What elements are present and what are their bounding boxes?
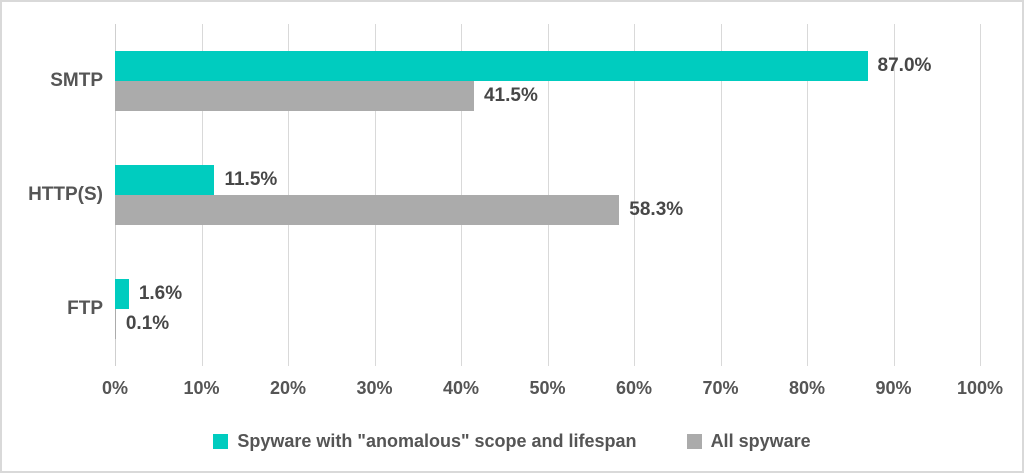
x-tick-label-50%: 50%	[529, 378, 566, 398]
legend-label: All spyware	[710, 430, 811, 451]
x-tick-label-90%: 90%	[875, 378, 912, 398]
data-label-smtp-spyware-with-anomalous-scope-and-lifespan: 87.0%	[877, 54, 932, 76]
gridline-70%	[720, 24, 722, 366]
x-tick-label-40%: 40%	[442, 378, 480, 398]
bar-http-s-spyware-with-anomalous-scope-and-lifespan	[115, 165, 215, 195]
bar-ftp-spyware-with-anomalous-scope-and-lifespan	[115, 279, 129, 309]
category-label-ftp: FTP	[67, 298, 103, 319]
x-tick-label-10%: 10%	[183, 378, 220, 398]
x-tick-label-60%: 60%	[615, 378, 653, 398]
plot-area: 87.0% 41.5% 11.5% 58.3% 1.6% 0.1%	[115, 24, 981, 366]
x-tick-label-100%: 100%	[956, 378, 1004, 398]
data-label-ftp-all-spyware: 0.1%	[125, 313, 170, 334]
gridline-80%	[807, 24, 808, 366]
bar-smtp-spyware-with-anomalous-scope-and-lifespan	[115, 50, 868, 81]
category-axis: SMTP HTTP(S) FTP	[2, 24, 103, 366]
legend-item-all-spyware: All spyware	[686, 430, 811, 452]
gridline-90%	[893, 24, 895, 366]
x-tick-label-20%: 20%	[269, 378, 307, 398]
bar-smtp-all-spyware	[115, 81, 474, 111]
x-tick-label-70%: 70%	[702, 378, 739, 398]
legend-item-spyware-with-anomalous-scope-and-lifespan: Spyware with "anomalous" scope and lifes…	[213, 430, 637, 452]
category-label-smtp: SMTP	[50, 70, 103, 91]
bar-ftp-all-spyware	[115, 309, 116, 339]
x-tick-label-30%: 30%	[356, 378, 393, 398]
data-label-http-s-all-spyware: 58.3%	[629, 199, 684, 220]
legend: Spyware with "anomalous" scope and lifes…	[2, 426, 1022, 456]
x-axis-ticks: 0% 10% 20% 30% 40% 50% 60% 70% 80% 90% 100%	[102, 378, 1003, 402]
bar-http-s-all-spyware	[115, 195, 620, 225]
legend-label: Spyware with "anomalous" scope and lifes…	[237, 430, 637, 451]
legend-swatch-icon	[686, 433, 702, 449]
category-label-http-s: HTTP(S)	[28, 184, 103, 205]
data-label-ftp-spyware-with-anomalous-scope-and-lifespan: 1.6%	[138, 283, 183, 304]
data-label-smtp-all-spyware: 41.5%	[483, 85, 538, 106]
data-label-http-s-spyware-with-anomalous-scope-and-lifespan: 11.5%	[224, 169, 278, 190]
gridline-100%	[980, 24, 981, 366]
gridline-60%	[634, 24, 635, 366]
x-tick-label-0%: 0%	[101, 378, 129, 398]
x-tick-label-80%: 80%	[788, 378, 826, 398]
legend-swatch-icon	[213, 433, 229, 449]
